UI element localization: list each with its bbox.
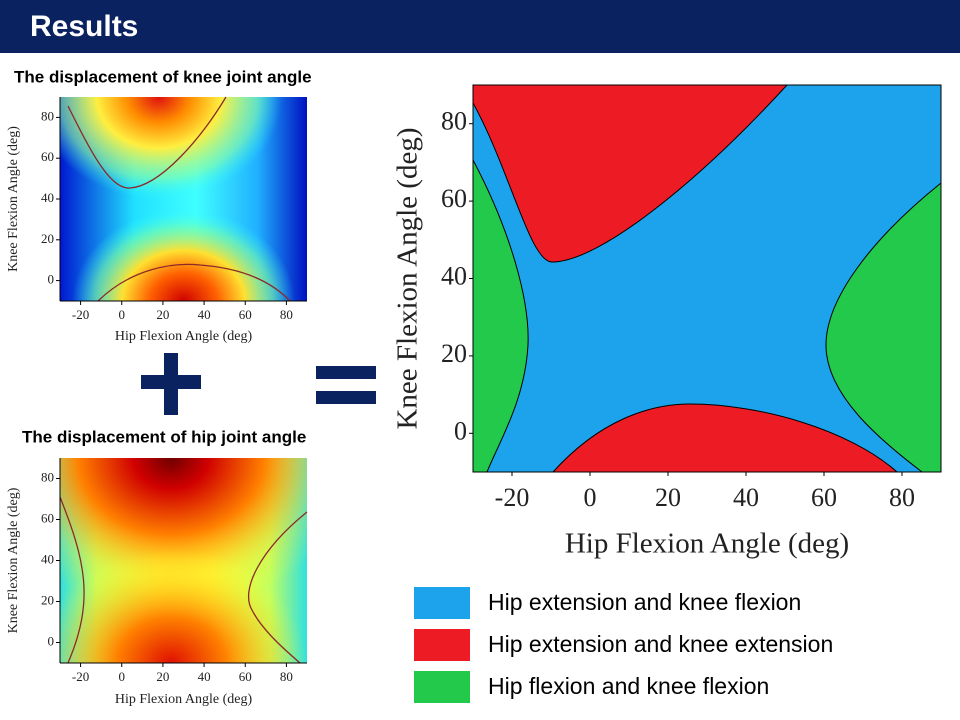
region-map xyxy=(472,84,942,473)
y-tick-label: 20 xyxy=(41,592,54,607)
legend-label: Hip extension and knee flexion xyxy=(488,589,801,615)
equals-sign xyxy=(316,366,376,404)
y-tick-label: 80 xyxy=(41,469,54,484)
y-tick-label: 0 xyxy=(454,416,467,445)
y-axis-label: Knee Flexion Angle (deg) xyxy=(6,126,21,272)
x-tick-label: 40 xyxy=(198,307,211,322)
x-tick-label: 20 xyxy=(655,483,681,512)
y-tick-label: 80 xyxy=(41,108,54,123)
x-tick-label: 20 xyxy=(156,307,169,322)
hip-heatmap xyxy=(59,458,308,664)
x-axis-label: Hip Flexion Angle (deg) xyxy=(115,329,253,344)
y-axis-label: Knee Flexion Angle (deg) xyxy=(6,487,21,633)
x-tick-label: -20 xyxy=(495,483,530,512)
header-bar xyxy=(0,0,960,53)
y-axis-label: Knee Flexion Angle (deg) xyxy=(392,127,424,429)
knee-heatmap xyxy=(60,96,307,302)
x-tick-label: 40 xyxy=(733,483,759,512)
y-tick-label: 0 xyxy=(48,272,55,287)
y-tick-label: 20 xyxy=(441,339,467,368)
x-tick-label: 60 xyxy=(239,307,252,322)
x-tick-label: -20 xyxy=(72,307,89,322)
legend-label: Hip flexion and knee flexion xyxy=(488,673,769,699)
y-tick-label: 60 xyxy=(41,149,54,164)
panel-title: The displacement of hip joint angle xyxy=(22,427,306,446)
x-tick-label: 60 xyxy=(811,483,837,512)
y-tick-label: 40 xyxy=(41,551,54,566)
y-tick-label: 0 xyxy=(48,633,55,648)
plus-sign xyxy=(141,353,201,415)
x-axis-label: Hip Flexion Angle (deg) xyxy=(115,692,253,707)
x-tick-label: 40 xyxy=(198,669,211,684)
y-tick-label: 80 xyxy=(441,107,467,136)
x-tick-label: -20 xyxy=(72,669,89,684)
panel-title: The displacement of knee joint angle xyxy=(14,67,312,86)
legend-swatch xyxy=(414,587,470,619)
legend-swatch xyxy=(414,671,470,703)
legend-swatch xyxy=(414,629,470,661)
x-tick-label: 80 xyxy=(889,483,915,512)
x-tick-label: 80 xyxy=(280,307,293,322)
slide-title: Results xyxy=(30,10,138,43)
y-tick-label: 40 xyxy=(41,190,54,205)
y-tick-label: 60 xyxy=(441,184,467,213)
x-tick-label: 0 xyxy=(119,307,126,322)
y-tick-label: 60 xyxy=(41,510,54,525)
x-tick-label: 0 xyxy=(584,483,597,512)
x-tick-label: 20 xyxy=(156,669,169,684)
legend-label: Hip extension and knee extension xyxy=(488,631,833,657)
y-tick-label: 20 xyxy=(41,231,54,246)
x-tick-label: 0 xyxy=(119,669,126,684)
y-tick-label: 40 xyxy=(441,261,467,290)
x-tick-label: 80 xyxy=(280,669,293,684)
x-tick-label: 60 xyxy=(239,669,252,684)
x-axis-label: Hip Flexion Angle (deg) xyxy=(565,528,849,560)
